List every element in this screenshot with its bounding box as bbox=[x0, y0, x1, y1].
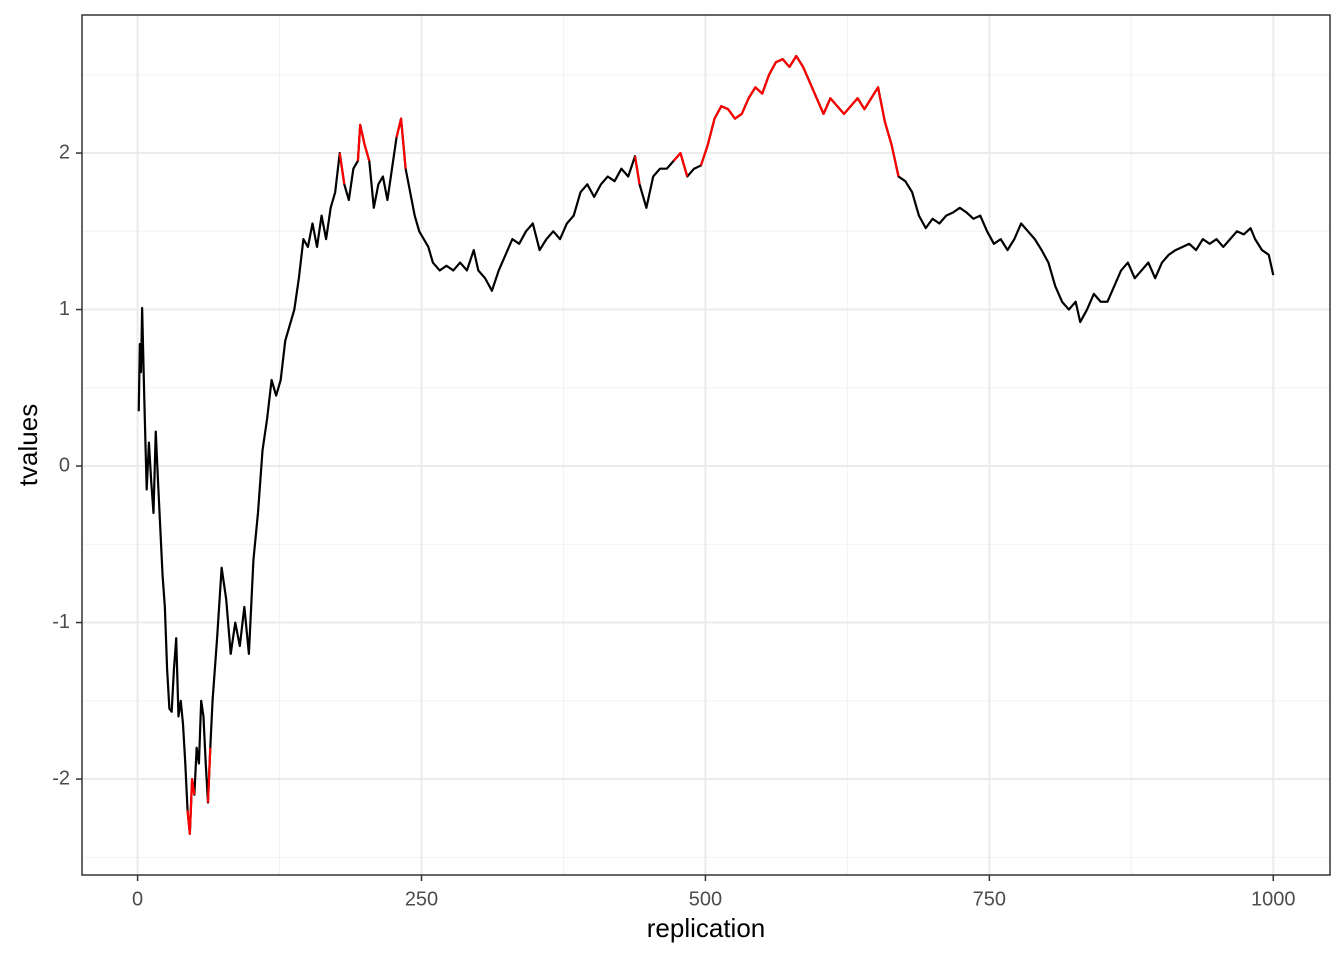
y-axis-title: tvalues bbox=[13, 404, 43, 486]
y-tick-label: -2 bbox=[52, 767, 70, 789]
panel-border bbox=[81, 14, 1331, 876]
x-tick-label: 750 bbox=[973, 888, 1006, 910]
data-line bbox=[137, 54, 1275, 835]
x-tick-label: 500 bbox=[689, 888, 722, 910]
x-tick-label: 0 bbox=[132, 888, 143, 910]
y-tick-label: 1 bbox=[59, 298, 70, 320]
x-tick-label: 250 bbox=[405, 888, 438, 910]
x-axis-title: replication bbox=[647, 913, 766, 943]
y-tick-label: 2 bbox=[59, 141, 70, 163]
y-tick-label: -1 bbox=[52, 611, 70, 633]
y-tick-label: 0 bbox=[59, 454, 70, 476]
data-line bbox=[186, 54, 900, 835]
x-tick-label: 1000 bbox=[1251, 888, 1296, 910]
